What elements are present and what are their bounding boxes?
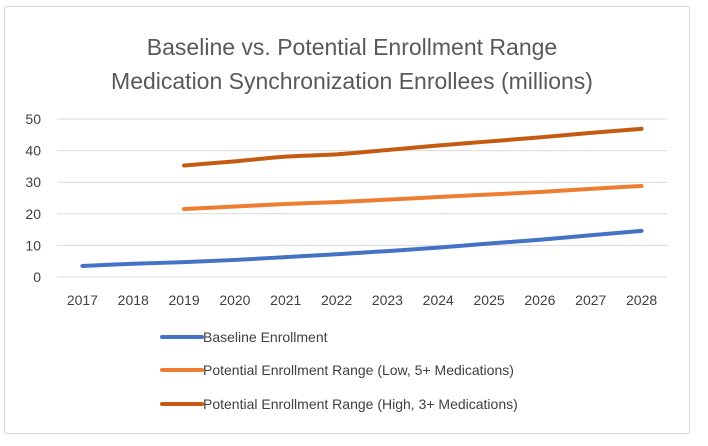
y-tick-label: 30 (25, 174, 41, 190)
chart-title-line-1: Baseline vs. Potential Enrollment Range (147, 34, 557, 60)
y-axis-tick-labels: 0 10 20 30 40 50 (25, 111, 41, 285)
y-tick-label: 50 (25, 111, 41, 127)
series-lines (80, 126, 644, 268)
chart-title-line-2: Medication Synchronization Enrollees (mi… (111, 68, 593, 94)
x-tick-label: 2026 (524, 292, 555, 308)
x-axis-tick-labels: 2017 2018 2019 2020 2021 2022 2023 2024 2025 2026… (67, 292, 658, 308)
series-line-2 (182, 183, 644, 212)
y-tick-label: 40 (25, 143, 41, 159)
x-tick-label: 2024 (423, 292, 454, 308)
y-tick-label: 0 (33, 269, 41, 285)
y-tick-label: 20 (25, 206, 41, 222)
series-line-1 (80, 228, 644, 268)
x-tick-label: 2023 (372, 292, 403, 308)
x-tick-label: 2020 (219, 292, 250, 308)
legend: Baseline Enrollment Potential Enrollment … (160, 329, 518, 412)
series-line-3 (182, 126, 644, 168)
x-tick-label: 2017 (67, 292, 98, 308)
chart-frame: Baseline vs. Potential Enrollment Range … (4, 6, 690, 434)
x-tick-label: 2025 (474, 292, 505, 308)
line-chart: Baseline vs. Potential Enrollment Range … (25, 34, 667, 412)
x-tick-label: 2018 (118, 292, 149, 308)
y-tick-label: 10 (25, 237, 41, 253)
x-tick-label: 2021 (270, 292, 301, 308)
x-tick-label: 2019 (169, 292, 200, 308)
x-tick-label: 2027 (575, 292, 606, 308)
legend-label-1: Baseline Enrollment (203, 329, 328, 345)
x-tick-label: 2028 (626, 292, 657, 308)
chart-title: Baseline vs. Potential Enrollment Range … (111, 34, 593, 94)
legend-label-3: Potential Enrollment Range (High, 3+ Med… (203, 396, 518, 412)
legend-label-2: Potential Enrollment Range (Low, 5+ Medi… (203, 362, 514, 378)
x-tick-label: 2022 (321, 292, 352, 308)
